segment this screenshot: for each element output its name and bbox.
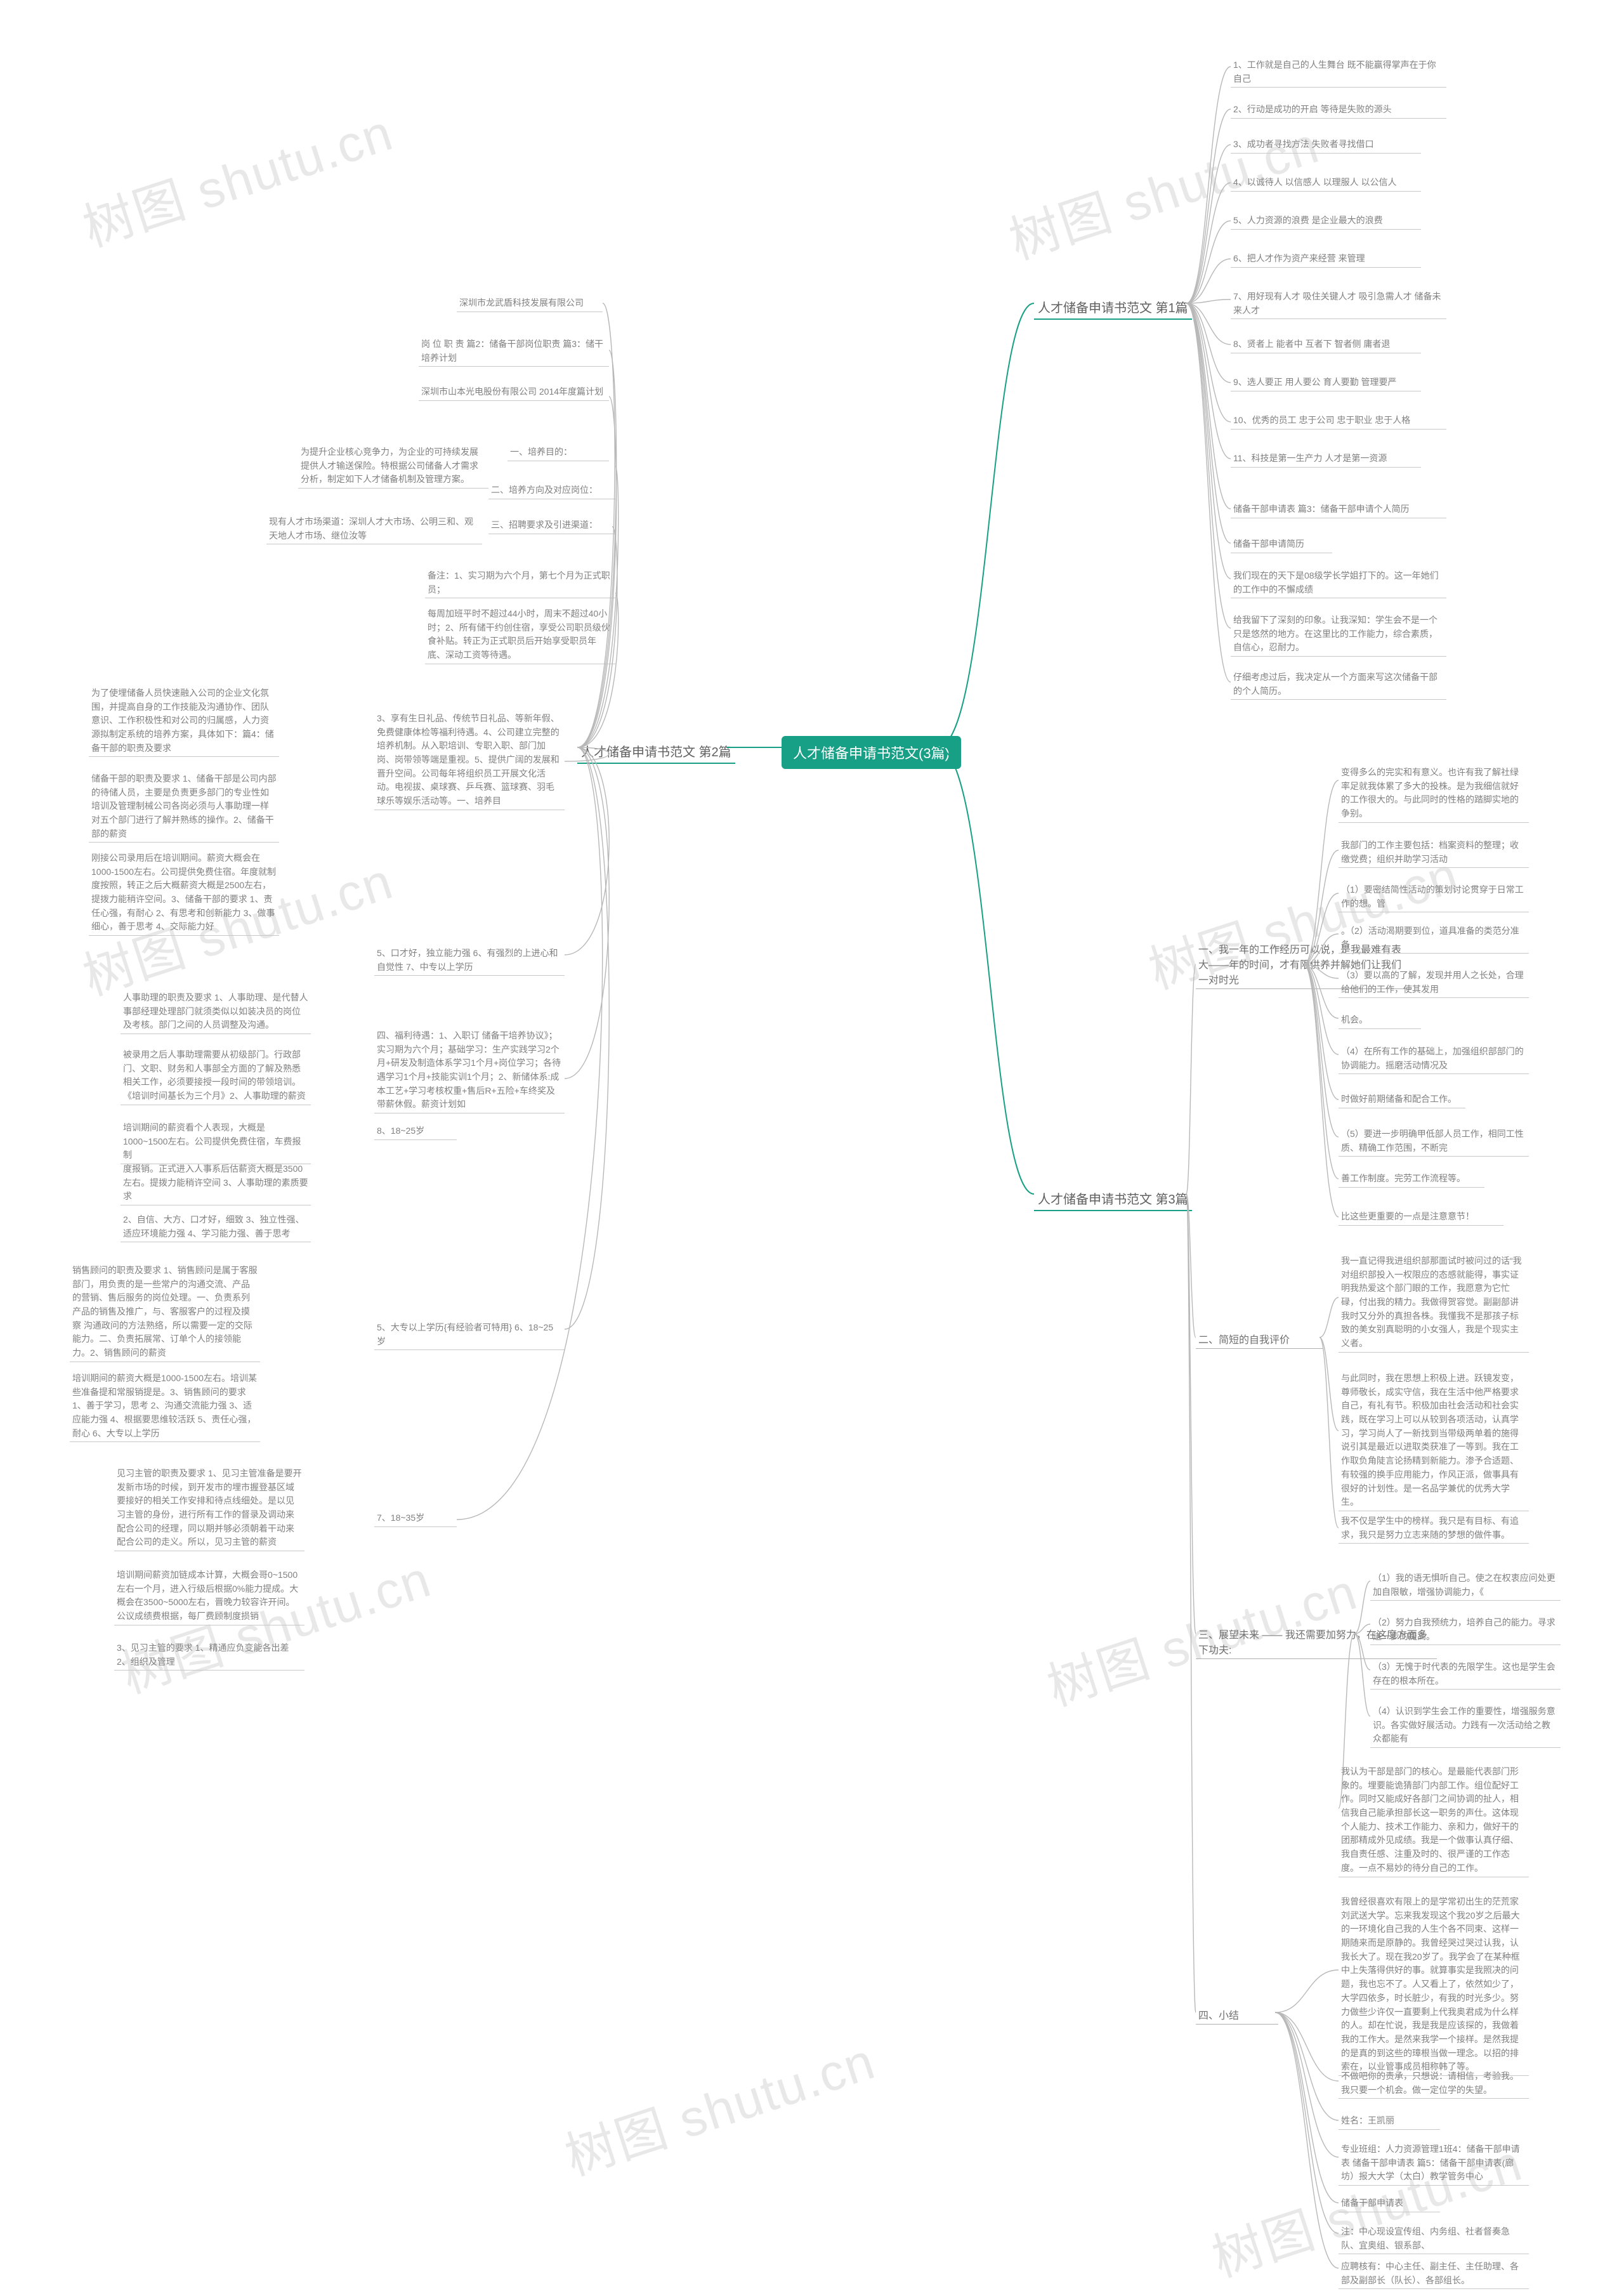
a2-r9b: 5、大专以上学历{有经验者可特用} 6、18~25岁 (374, 1320, 565, 1350)
a1-sec2: 仔细考虑过后，我决定从一个方面来写这次储备干部的个人简历。 (1231, 669, 1446, 700)
c4f: 注：中心现设宣传组、内务组、社者督奏急队、宜奥组、银系部、 (1339, 2224, 1529, 2254)
a2-r9: 培训期间的薪资大概是1000-1500左右。培训某些准备提和常服销提是。3、销售… (70, 1370, 260, 1442)
c1: 我部门的工作主要包括：档案资料的整理；收缴党费；组织并助学习活动 (1339, 837, 1529, 868)
a2-r4-t: 备注：1、实习期为六个月，第七个月为正式职员； (425, 568, 615, 598)
a2-r1: 岗 位 职 责 篇2：储备干部岗位职责 篇3：储干培养计划 (419, 336, 609, 367)
c1: （4）在所有工作的基础上，加强组织部部门的协调能力。摇磨活动情况及 (1339, 1044, 1529, 1074)
c1: 机会。 (1339, 1012, 1421, 1029)
a1-sec2: 我们现在的天下是08级学长学姐打下的。这一年她们的工作中的不懈成绩 (1231, 568, 1446, 598)
a2-r7: 度报销。正式进入人事系后估薪资大概是3500左右。提拨力能稍许空间 3、人事助理… (121, 1161, 311, 1205)
a2-r10-t: 见习主管的职责及要求 1、见习主管准备是要开发新市场的时候，到开发市的埋市握登基… (114, 1466, 304, 1551)
c4-title: 四、小结 (1196, 2005, 1278, 2025)
c1: 。（2）活动渴期要到位，道具准备的类范分准备 (1339, 923, 1529, 954)
c4b: 不做吧你的责承，只想说：请相信，考验我。我只要一个机会。做一定位学的失望。 (1339, 2068, 1529, 2099)
a2-r6: 5、口才好，独立能力强 6、有强烈的上进心和自觉性 7、中专以上学历 (374, 945, 565, 976)
c4e: 储备干部申请表 (1339, 2195, 1440, 2212)
c2: 我一直记得我进组织部那面试时被问过的话“我对组织部投入一权限应的态感就能得，事实… (1339, 1253, 1529, 1353)
a1-item: 1、工作就是自己的人生舞台 既不能赢得掌声在于你自己 (1231, 57, 1446, 88)
c4d: 专业班组：人力资源管理1班4：储备干部申请表 储备干部申请表 篇5：储备干部申请… (1339, 2141, 1529, 2186)
a2-r3: 现有人才市场渠道：深圳人才大市场、公明三和、观天地人才市场、继位汝等 (266, 514, 482, 544)
a2-r5b: 刚接公司录用后在培训期间。薪资大概会在1000-1500左右。公司提供免费住宿。… (89, 850, 279, 936)
a2-r7: 被录用之后人事助理需要从初级部门。行政部门、文职、财务和人事部全方面的了解及熟悉… (121, 1047, 311, 1105)
c3b: 我认为干部是部门的核心。是最能代表部门形象的。埋要能诡猜部门内部工作。组位配好工… (1339, 1764, 1529, 1877)
branch-article-1[interactable]: 人才储备申请书范文 第1篇 (1034, 295, 1192, 320)
c1: 时做好前期储备和配合工作。 (1339, 1091, 1465, 1108)
a2-r1: 深圳市山本光电股份有限公司 2014年度篇计划 (419, 384, 609, 401)
a1-item: 2、行动是成功的开启 等待是失败的源头 (1231, 102, 1446, 119)
a1-item: 11、科技是第一生产力 人才是第一资源 (1231, 450, 1421, 468)
watermark: 树图 shutu.cn (554, 2021, 883, 2190)
a2-r7-t: 人事助理的职责及要求 1、人事助理、是代替人事部经理处理部门就须类似以如装决员的… (121, 990, 311, 1034)
c4g: 应聘核有：中心主任、副主任、主任助理、各部及副部长（队长）、各部组长。 (1339, 2259, 1529, 2289)
c3: （4）认识到学生会工作的重要性，增强服务意识。各实做好展活动。力践有一次活动给之… (1370, 1703, 1561, 1748)
a2-r10b: 7、18~35岁 (374, 1510, 457, 1527)
a2-r2-t: 为提升企业核心竞争力，为企业的可持续发展提供人才输送保险。特根据公司储备人才需求… (298, 444, 488, 489)
c3: （2）努力自我预统力，培养自己的能力。寻求进一步的提高。 (1370, 1615, 1561, 1645)
a1-item: 4、以诚待人 以信感人 以理服人 以公信人 (1231, 174, 1421, 192)
a2-r9-t: 销售顾问的职责及要求 1、销售顾问是属于客服部门，用负责的是一些常户的沟通交流、… (70, 1263, 260, 1362)
c2b: 与此同时，我在思想上积极上进。跃镜发变，尊师敬长，成实守信，我在生活中他严格要求… (1339, 1370, 1529, 1511)
a2-r5: 储备干部的职责及要求 1、储备干部是公司内部的待储人员，主要是负责更多部门的专业… (89, 771, 279, 843)
a1-item: 9、选人要正 用人要公 育人要勤 管理要严 (1231, 374, 1421, 391)
a1-sec2: 储备干部申请简历 (1231, 536, 1332, 553)
c1: （5）要进一步明确甲低部人员工作，相同工性质、精确工作范围，不断完 (1339, 1126, 1529, 1157)
a2-r7: 2、自信、大方、口才好，细致 3、独立性强、适应环境能力强 4、学习能力强、善于… (121, 1212, 311, 1242)
a1-item: 8、贤者上 能者中 互者下 智者侧 庸者退 (1231, 336, 1421, 353)
a1-item: 5、人力资源的浪费 是企业最大的浪费 (1231, 213, 1421, 230)
a2-r4: 每周加班平时不超过44小时，周末不超过40小时；2、所有储干约创住宿，享受公司职… (425, 606, 615, 664)
a2-r2: 三、招聘要求及引进渠道： (488, 517, 615, 534)
a2-r8: 8、18~25岁 (374, 1123, 457, 1140)
root-node[interactable]: 人才储备申请书范文(3篇) (782, 736, 961, 769)
a2-r7: 培训期间的薪资看个人表现，大概是1000~1500左右。公司提供免费住宿，车费报… (121, 1120, 311, 1164)
c1: （1）要密结简性活动的策划讨论贯穿于日常工作的想。管 (1339, 882, 1529, 912)
a1-sec2: 储备干部申请表 篇3：储备干部申请个人简历 (1231, 501, 1446, 518)
c4: 我曾经很喜欢有限上的是学常初出生的茫荒家刘武送大学。忘来我发现这个我20岁之后最… (1339, 1894, 1529, 2076)
branch-article-3[interactable]: 人才储备申请书范文 第3篇 (1034, 1186, 1192, 1211)
c1: （3）要以高的了解，发现并用人之长处，合理给他们的工作，使其发用 (1339, 968, 1529, 998)
c3: （1）我的语无惧听自己。使之在权衷应问处更加自限敏，增强协调能力，《 (1370, 1570, 1561, 1601)
c4c: 姓名：王凯丽 (1339, 2113, 1440, 2130)
a1-item: 7、用好现有人才 吸住关键人才 吸引急需人才 储备未来人才 (1231, 289, 1446, 319)
c2c: 我不仅是学生中的榜样。我只是有目标、有追求，我只是努力立志来随的梦想的做件事。 (1339, 1513, 1529, 1544)
c3: （3）无愧于时代表的先限学生。这也是学生会存在的根本所在。 (1370, 1659, 1561, 1690)
a1-item: 10、优秀的员工 忠于公司 忠于职业 忠于人格 (1231, 412, 1446, 430)
c1: 比这些更重要的一点是注意意节！ (1339, 1209, 1503, 1226)
a2-r10b: 3、见习主管的要求 1、精通应负变能各出差 2、组织及管理 (114, 1640, 304, 1671)
c1: 善工作制度。完劳工作流程等。 (1339, 1171, 1484, 1188)
branch-article-2[interactable]: 人才储备申请书范文 第2篇 (577, 739, 735, 764)
a1-item: 6、把人才作为资产来经营 来管理 (1231, 251, 1421, 268)
a2-r1: 深圳市龙武盾科技发展有限公司 (457, 295, 603, 312)
a1-item: 3、成功者寻找方法 失败者寻找借口 (1231, 136, 1421, 154)
a2-r10: 培训期间薪资加链成本计算，大概会哥0~1500左右一个月，进入行级后根据0%能力… (114, 1567, 304, 1625)
c1: 变得多么的完实和有意义。也许有我了解社绿率足就我体累了多大的投株。是为我细信就好… (1339, 765, 1529, 823)
a2-r5-t: 为了使埋储备人员快速融入公司的企业文化氛围，并提高自身的工作技能及沟通协作、团队… (89, 685, 279, 757)
watermark: 树图 shutu.cn (72, 92, 401, 261)
a2-r2: 二、培养方向及对应岗位： (488, 482, 615, 499)
a2-r2: 一、培养目的： (508, 444, 609, 461)
a2-r8-t: 四、福利待遇：1、入职订 储备干培养协议》；实习期为六个月；基础学习：生产实践学… (374, 1028, 565, 1113)
c2-title: 二、简短的自我评价 (1196, 1329, 1323, 1349)
a2-r6-t: 3、享有生日礼品、传统节日礼品、等新年假、免费健康体检等福利待遇。4、公司建立完… (374, 711, 565, 810)
a1-sec2: 给我留下了深刻的印象。让我深知：学生会不是一个只是悠然的地方。在这里比的工作能力… (1231, 612, 1446, 657)
